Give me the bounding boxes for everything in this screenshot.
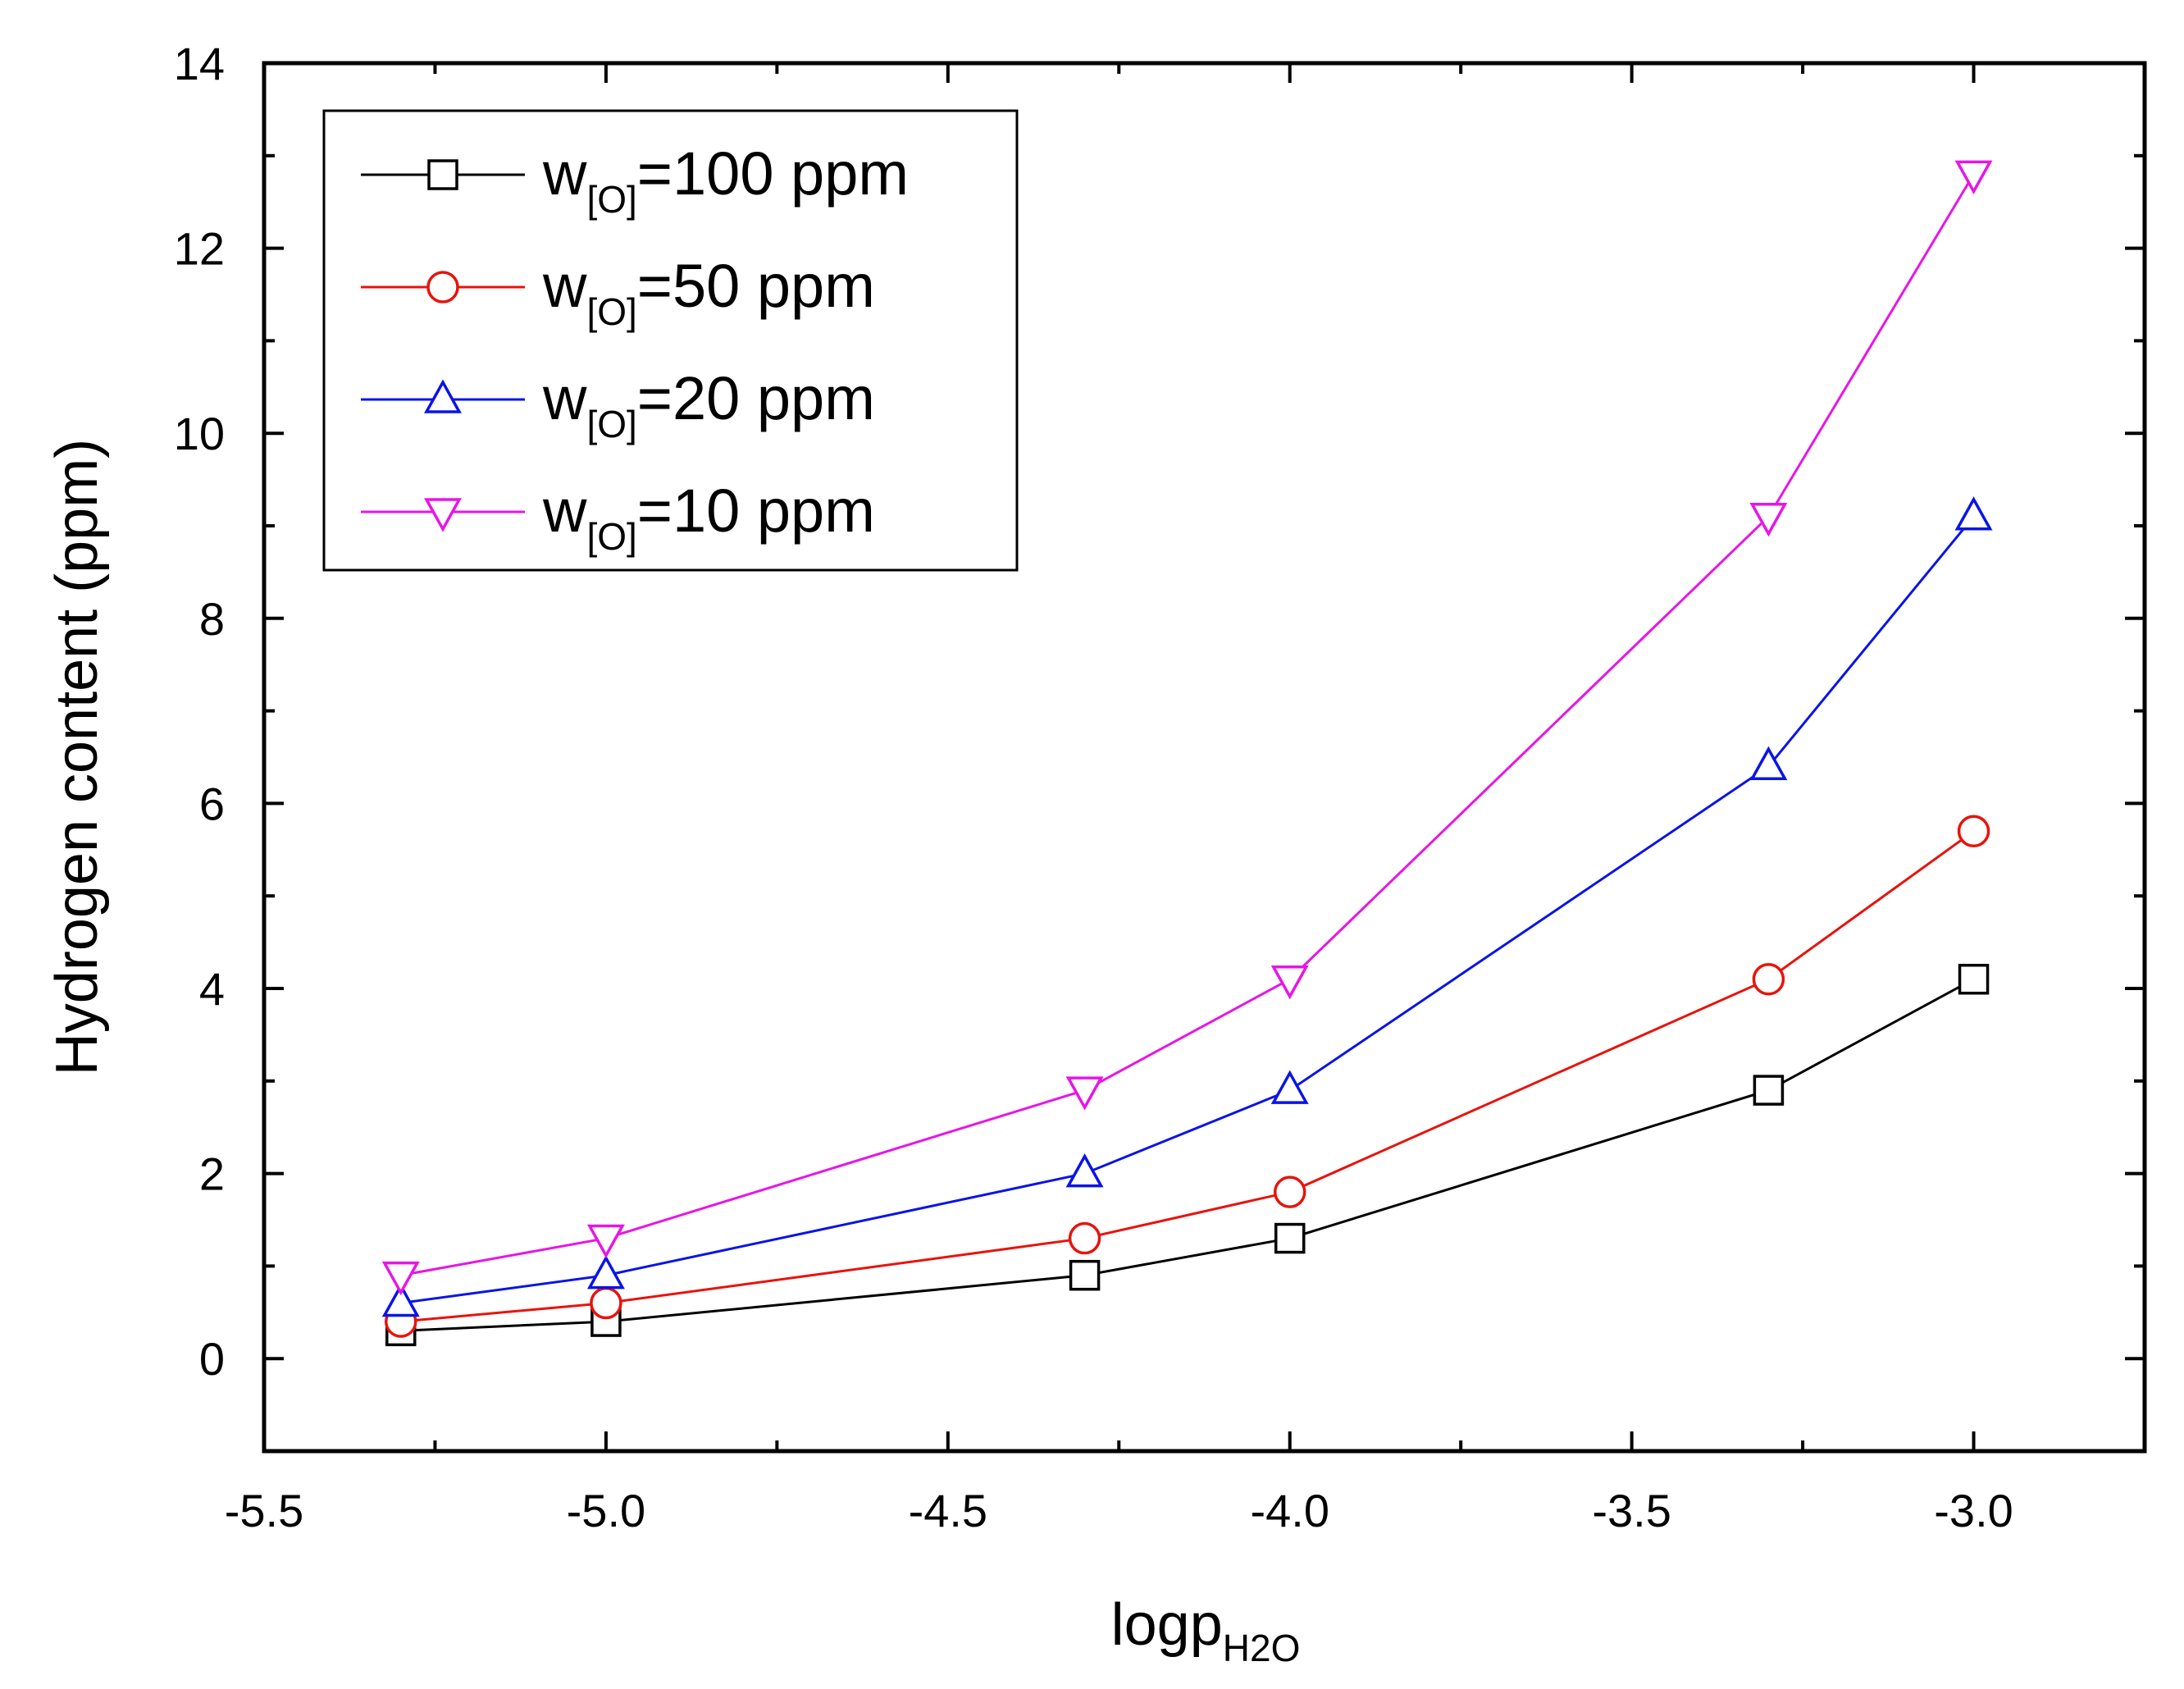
- legend-label-rest: =10 ppm: [637, 477, 875, 545]
- plot-frame: [262, 61, 2147, 1454]
- data-point-s2-p0: [381, 1282, 420, 1317]
- series-line-1: [400, 830, 1975, 1323]
- data-point-s0-p4: [1753, 1075, 1785, 1106]
- series-line-2: [400, 515, 1975, 1305]
- legend-label-subscript: [O]: [586, 178, 636, 221]
- y-tick-label: 2: [199, 1148, 225, 1200]
- data-point-s0-p5: [1958, 963, 1990, 995]
- y-axis-title: Hydrogen content (ppm): [44, 439, 110, 1075]
- series-line-3: [400, 173, 1975, 1277]
- data-point-s0-p3: [1274, 1222, 1306, 1254]
- y-tick-label: 6: [199, 778, 225, 829]
- data-point-s1-p4: [1752, 962, 1785, 996]
- data-point-s2-p5: [1954, 496, 1993, 531]
- legend-label-subscript: [O]: [586, 515, 636, 558]
- data-point-s1-p3: [1273, 1175, 1306, 1208]
- x-tick-label: -4.0: [1250, 1485, 1329, 1536]
- legend-label-3: w[O]=10 ppm: [542, 477, 875, 558]
- data-point-s2-p2: [1065, 1153, 1104, 1188]
- data-point-s1-p5: [1957, 815, 1990, 847]
- legend-label-rest: =100 ppm: [637, 139, 909, 208]
- data-point-s3-p0: [381, 1261, 420, 1296]
- x-tick-label: -5.5: [225, 1485, 304, 1536]
- legend-marker-1: [426, 271, 459, 304]
- x-axis-title-main: logp: [1111, 1592, 1223, 1658]
- series-lines: [400, 173, 1975, 1332]
- data-point-s2-p1: [586, 1255, 625, 1290]
- legend-label-subscript: [O]: [586, 403, 636, 445]
- legend-marker-2: [424, 379, 462, 413]
- series-line-0: [400, 978, 1975, 1332]
- legend-label-rest: =20 ppm: [637, 364, 875, 432]
- data-point-s3-p5: [1954, 160, 1993, 194]
- data-point-s3-p4: [1749, 502, 1788, 537]
- data-point-s1-p1: [590, 1286, 622, 1320]
- x-tick-label: -3.5: [1592, 1485, 1671, 1536]
- y-tick-label: 10: [174, 408, 225, 459]
- data-point-s3-p3: [1270, 965, 1309, 1000]
- x-tick-label: -5.0: [567, 1485, 646, 1536]
- series-markers: [381, 160, 1993, 1347]
- x-tick-label: -3.0: [1934, 1485, 2013, 1536]
- legend-label-rest: =50 ppm: [637, 252, 875, 320]
- y-tick-label: 8: [199, 593, 225, 645]
- legend-marker-3: [424, 498, 462, 532]
- legend-label-main: w: [542, 139, 587, 208]
- legend-label-main: w: [542, 364, 587, 432]
- data-point-s3-p1: [586, 1224, 625, 1259]
- data-point-s3-p2: [1065, 1076, 1104, 1111]
- data-point-s2-p3: [1270, 1070, 1309, 1104]
- x-tick-label: -4.5: [909, 1485, 988, 1536]
- legend-label-1: w[O]=50 ppm: [542, 252, 875, 333]
- legend-label-0: w[O]=100 ppm: [542, 139, 909, 221]
- legend-label-2: w[O]=20 ppm: [542, 364, 875, 445]
- y-tick-label: 14: [174, 38, 225, 89]
- data-point-s0-p2: [1069, 1259, 1101, 1291]
- data-point-s2-p4: [1749, 746, 1788, 781]
- x-axis-title: logpH2O: [1111, 1592, 1301, 1669]
- y-tick-label: 12: [174, 223, 225, 275]
- legend-marker-0: [427, 159, 458, 190]
- y-tick-label: 4: [199, 963, 225, 1015]
- legend-label-subscript: [O]: [586, 290, 636, 333]
- axis-ticks: -5.5 -5.0 -4.5 -4.0 -3.5 -3.0 0 2 4 6 8 10 12 14: [174, 38, 2145, 1536]
- legend-label-main: w: [542, 252, 587, 320]
- x-axis-title-subscript: H2O: [1223, 1627, 1301, 1669]
- data-point-s1-p2: [1068, 1221, 1101, 1255]
- y-tick-label: 0: [199, 1333, 225, 1385]
- legend-label-main: w: [542, 477, 587, 545]
